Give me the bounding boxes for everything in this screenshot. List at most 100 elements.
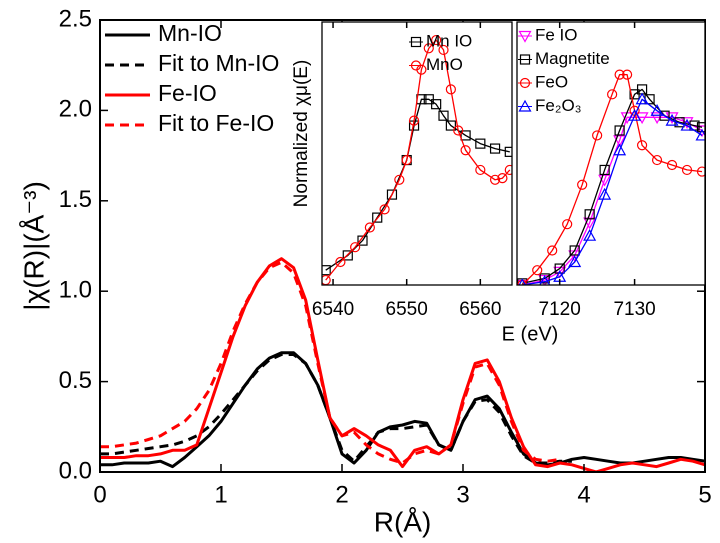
marker <box>379 204 390 215</box>
x-tick-label: 5 <box>698 481 711 508</box>
marker <box>553 266 567 279</box>
marker <box>497 173 508 184</box>
marker <box>665 113 679 126</box>
x-tick-label: 1 <box>214 481 227 508</box>
x-tick-label: 6540 <box>312 299 354 320</box>
marker <box>475 138 486 149</box>
marker <box>394 174 405 185</box>
marker <box>599 164 610 176</box>
series-line <box>100 257 705 472</box>
marker <box>547 245 558 256</box>
legend-label: Fit to Fe-IO <box>158 110 274 136</box>
series-line <box>522 98 703 285</box>
marker <box>592 130 603 141</box>
marker <box>489 143 501 154</box>
x-tick-label: 7120 <box>539 299 581 320</box>
legend-label: Fit to Mn-IO <box>158 50 279 76</box>
marker <box>569 245 580 256</box>
x-axis-label: R(Å) <box>374 506 432 537</box>
x-tick-label: 7130 <box>613 299 655 320</box>
marker <box>445 120 456 131</box>
marker <box>554 263 565 274</box>
x-tick-label: 2 <box>335 481 348 508</box>
legend-label: Mn-IO <box>158 20 222 46</box>
x-tick-label: 6550 <box>386 299 428 320</box>
series-line <box>100 353 572 465</box>
x-axis-label: E (eV) <box>502 323 559 345</box>
marker <box>460 130 471 141</box>
marker <box>562 219 573 230</box>
marker <box>350 242 361 253</box>
frame <box>516 21 706 286</box>
marker <box>460 145 471 156</box>
marker <box>408 115 420 126</box>
marker <box>607 89 618 100</box>
marker <box>445 84 456 95</box>
plot-area <box>322 34 512 285</box>
legend-label: Fe IO <box>535 25 578 44</box>
marker <box>539 274 551 285</box>
marker <box>614 125 625 136</box>
marker <box>357 235 368 246</box>
legend-label: Fe-IO <box>158 80 217 106</box>
y-axis-label: Normalized χμ(E) <box>291 60 312 208</box>
x-tick-label: 3 <box>456 481 469 508</box>
marker <box>401 154 412 166</box>
marker <box>532 265 543 276</box>
legend-label: MnO <box>426 55 463 74</box>
y-tick-label: 0.0 <box>59 457 92 484</box>
series-line <box>325 39 511 281</box>
y-tick-label: 1.5 <box>59 186 92 213</box>
y-axis-label: |χ(R)|(Å⁻³) <box>18 181 49 311</box>
marker <box>598 174 612 187</box>
y-tick-label: 0.5 <box>59 367 92 394</box>
marker <box>628 108 642 121</box>
frame <box>321 21 513 286</box>
marker <box>372 212 383 223</box>
marker <box>364 222 375 233</box>
marker <box>322 265 331 276</box>
marker <box>651 154 663 166</box>
y-tick-label: 2.0 <box>59 96 92 123</box>
marker <box>431 34 442 46</box>
plot-area <box>100 257 705 472</box>
marker <box>614 69 625 80</box>
series-line <box>325 98 510 271</box>
marker <box>598 187 612 200</box>
legend-label: Magnetite <box>535 49 610 68</box>
marker <box>577 179 588 190</box>
marker <box>613 135 627 148</box>
marker <box>622 69 633 80</box>
plot-area <box>517 69 705 285</box>
marker <box>489 174 501 185</box>
marker <box>475 164 486 176</box>
marker <box>504 146 512 157</box>
x-tick-label: 0 <box>93 481 106 508</box>
x-tick-label: 4 <box>577 481 590 508</box>
marker <box>681 164 693 176</box>
series-line <box>100 260 561 465</box>
marker <box>423 43 434 54</box>
y-tick-label: 1.0 <box>59 277 92 304</box>
legend-label: FeO <box>535 72 568 91</box>
marker <box>438 110 449 121</box>
marker <box>584 209 595 220</box>
marker <box>453 125 464 136</box>
marker <box>613 143 627 156</box>
series-line <box>522 88 703 285</box>
marker <box>504 164 512 176</box>
marker <box>568 255 582 268</box>
x-tick-label: 6560 <box>459 299 501 320</box>
marker <box>680 118 694 131</box>
legend-label: Mn IO <box>426 31 472 50</box>
marker <box>650 104 664 116</box>
marker <box>583 217 597 230</box>
marker <box>539 273 550 284</box>
marker <box>635 92 649 105</box>
marker <box>696 166 705 177</box>
marker <box>438 44 449 56</box>
marker <box>386 189 398 200</box>
marker <box>583 228 597 241</box>
